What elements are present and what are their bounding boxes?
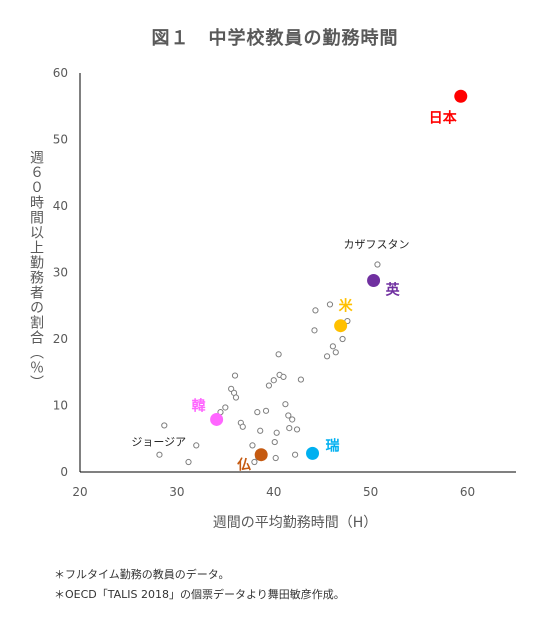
- highlight-label: 英: [385, 281, 401, 298]
- country-point: [374, 261, 381, 268]
- country-point: [275, 351, 282, 358]
- y-tick-label: 40: [53, 199, 68, 213]
- country-point: [270, 377, 277, 384]
- country-point: [282, 401, 289, 408]
- highlight-label: 韓: [192, 397, 206, 414]
- axes: [79, 73, 516, 473]
- highlight-point: [334, 319, 348, 333]
- highlight-label: 仏: [237, 458, 251, 474]
- country-point: [232, 394, 240, 401]
- country-point: [312, 307, 319, 314]
- country-point: [339, 335, 346, 343]
- y-tick-label: 60: [53, 66, 68, 80]
- country-point: [265, 382, 273, 389]
- highlight-point: [210, 412, 224, 426]
- country-point: [254, 409, 261, 416]
- y-tick-label: 20: [53, 332, 68, 346]
- x-tick-label: 60: [460, 485, 475, 499]
- country-point: [311, 327, 318, 334]
- country-point: [323, 353, 331, 360]
- x-tick-label: 20: [72, 485, 87, 499]
- country-point: [193, 442, 200, 449]
- country-point: [249, 442, 256, 449]
- highlight-point: [367, 273, 381, 287]
- country-point: [289, 416, 296, 423]
- country-point: [228, 385, 235, 392]
- highlight-point: [254, 448, 268, 462]
- country-point: [222, 404, 229, 411]
- highlight-point: [306, 446, 320, 460]
- highlight-label: 米: [339, 298, 354, 315]
- country-point: [271, 438, 278, 446]
- highlight-label: 日本: [429, 109, 458, 126]
- country-point: [273, 429, 280, 436]
- country-point: [332, 349, 339, 356]
- country-point: [156, 451, 163, 458]
- x-axis-label: 週間の平均勤務時間（H）: [212, 515, 378, 531]
- country-point: [231, 372, 239, 379]
- x-tick-label: 50: [363, 485, 378, 499]
- y-tick-label: 0: [60, 465, 68, 479]
- x-tick-label: 30: [169, 485, 184, 499]
- country-point: [326, 301, 334, 308]
- country-point: [251, 458, 258, 466]
- country-point: [293, 426, 301, 433]
- country-point: [161, 422, 168, 429]
- y-tick-label: 50: [53, 133, 68, 147]
- country-point: [272, 454, 279, 462]
- x-tick-label: 40: [266, 485, 281, 499]
- data-points: [156, 89, 468, 466]
- country-point: [257, 427, 264, 434]
- country-point: [185, 458, 192, 466]
- country-point: [262, 407, 270, 414]
- tick-labels: 20 30 40 50 60 0 10 20 30 40 50 60: [53, 66, 475, 499]
- country-point: [297, 376, 305, 383]
- highlight-label: 瑞: [326, 437, 340, 454]
- y-tick-label: 10: [53, 399, 68, 413]
- country-annotation: カザフスタン: [343, 238, 409, 251]
- country-point: [329, 343, 336, 350]
- y-axis-label: 週６０時間以上勤務者の割合（％）: [28, 150, 44, 390]
- footnote-source: ＊OECD「TALIS 2018」の個票データより舞田敏彦作成。: [54, 588, 345, 601]
- highlight-point: [454, 89, 468, 103]
- country-point: [280, 373, 287, 381]
- y-tick-label: 30: [53, 266, 68, 280]
- country-point: [291, 451, 299, 458]
- chart-title: 図１ 中学校教員の勤務時間: [151, 28, 399, 49]
- country-annotation: ジョージア: [131, 435, 186, 448]
- country-point: [286, 425, 293, 432]
- country-point: [239, 423, 246, 430]
- footnote-fulltime: ＊フルタイム勤務の教員のデータ。: [54, 568, 230, 581]
- country-point: [285, 412, 292, 419]
